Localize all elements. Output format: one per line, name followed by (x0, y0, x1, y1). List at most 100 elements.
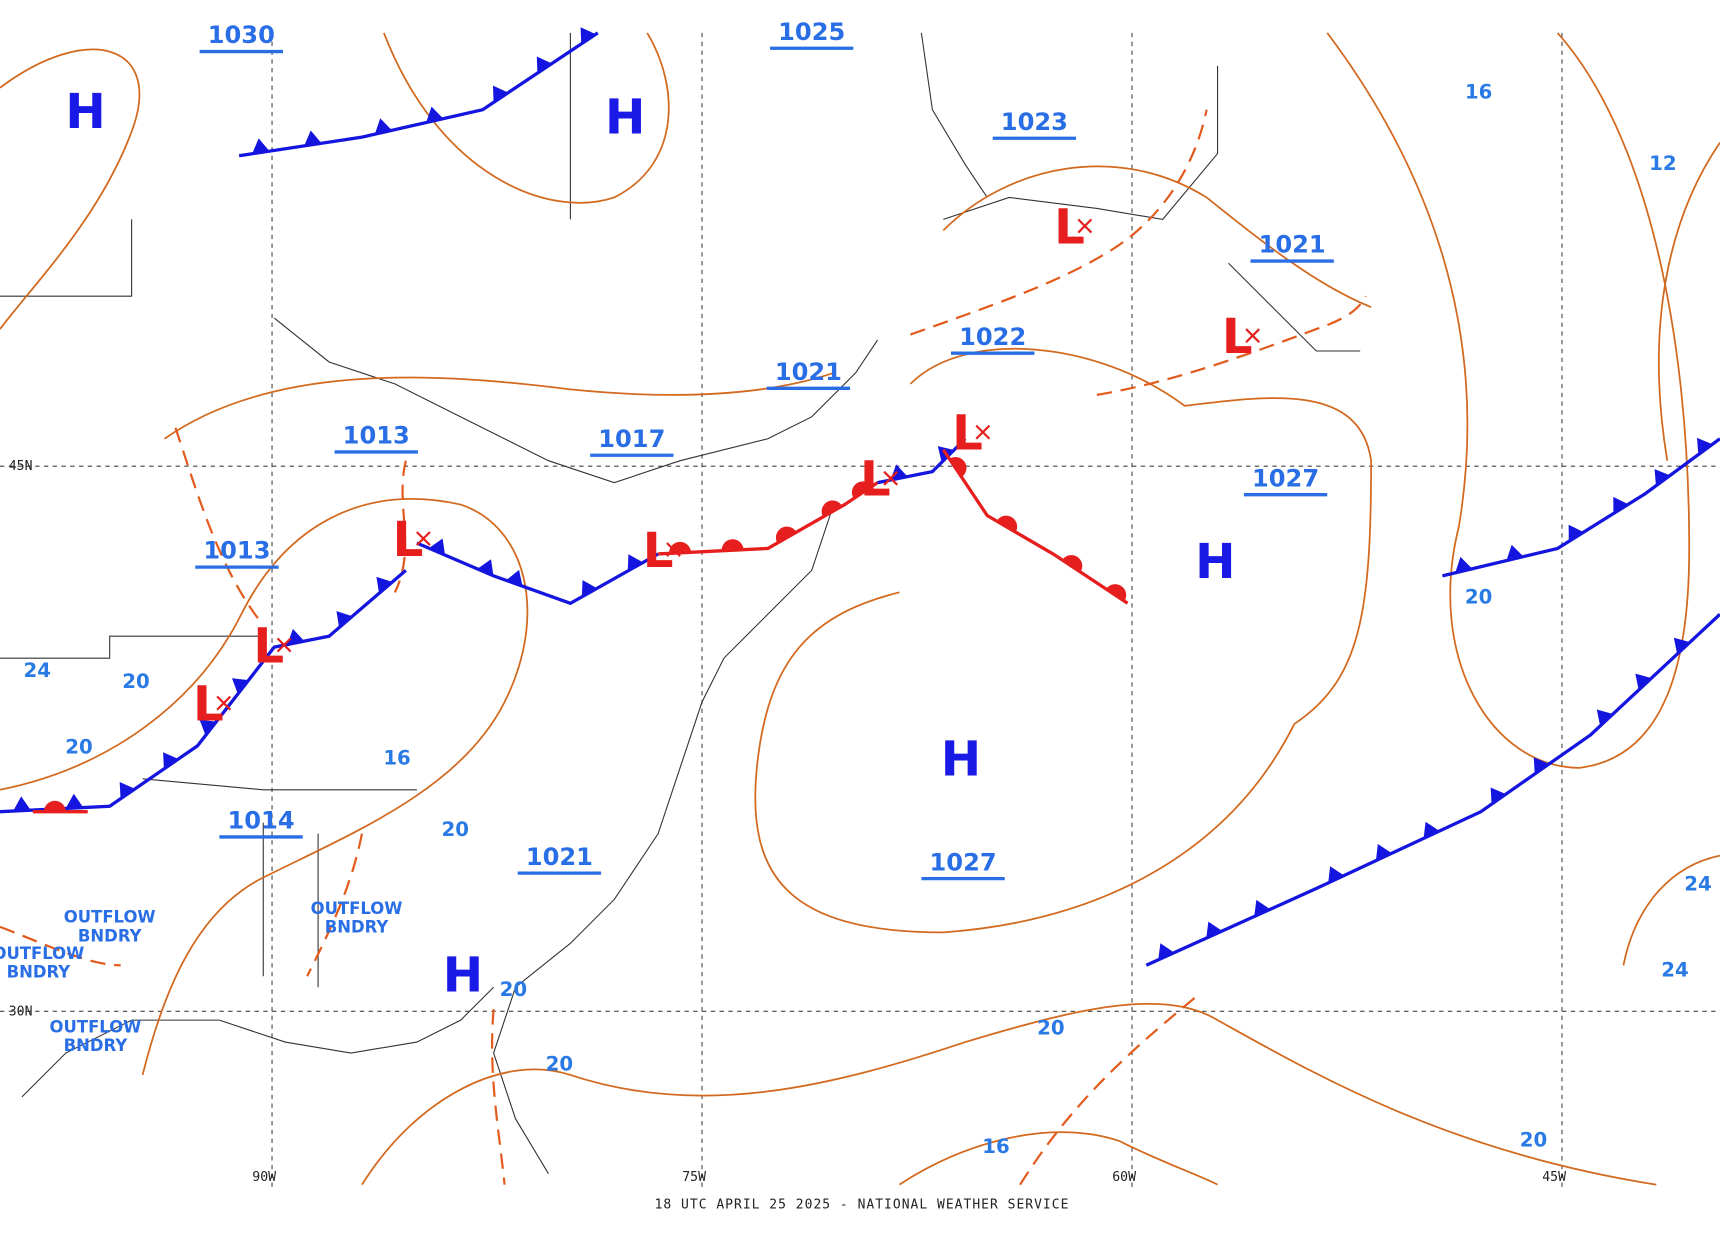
isobar-label: 1025 (778, 18, 845, 46)
graticule (0, 32, 1720, 1187)
front-pip (119, 782, 135, 799)
front-pip (477, 559, 494, 576)
isobar-label: 1030 (208, 21, 275, 49)
low-marker (416, 531, 431, 546)
low-center: L (952, 406, 983, 462)
boundary-label: BNDRY (64, 1036, 129, 1055)
low-center: L (1054, 199, 1085, 255)
front-pip (1635, 673, 1652, 691)
low-center: L (253, 618, 284, 674)
fronts (0, 27, 1720, 967)
cold-front (238, 31, 599, 158)
high-center: H (1195, 534, 1235, 590)
cold-front (1145, 613, 1720, 967)
front-pip (231, 678, 249, 694)
front-pip (821, 500, 843, 517)
front-pip (1062, 555, 1083, 573)
front-pip (1375, 844, 1392, 861)
boundary-label: BNDRY (325, 917, 390, 936)
thickness-label: 16 (383, 747, 410, 770)
thickness-label: 20 (1520, 1128, 1547, 1151)
front-pip (1158, 943, 1175, 960)
front-pip (1490, 787, 1506, 805)
front-pip (1506, 544, 1524, 561)
front-pip (1613, 496, 1629, 514)
thickness-label: 24 (24, 659, 51, 682)
low-center: L (643, 523, 674, 579)
front-pip (1206, 921, 1223, 939)
boundary-label: BNDRY (7, 962, 72, 981)
front-pip (580, 27, 596, 44)
warm-front (941, 448, 1129, 605)
low-center: L (393, 512, 424, 568)
front-pip (996, 515, 1018, 533)
front-pip (336, 611, 353, 628)
high-center: H (443, 947, 483, 1003)
high-center: H (65, 84, 105, 140)
front-pip (1533, 757, 1550, 774)
isobars (0, 32, 1720, 1186)
isobar-label: 1027 (930, 848, 997, 876)
isobar-label: 1021 (1259, 231, 1326, 259)
isobar-label: 1021 (526, 843, 593, 871)
boundary-label: OUTFLOW (64, 908, 156, 927)
thickness-label: 24 (1661, 958, 1688, 981)
boundary-label: BNDRY (78, 926, 143, 945)
front-pip (13, 796, 31, 812)
front-pip (426, 106, 444, 123)
cold-front (877, 437, 967, 485)
cold-front (416, 541, 659, 606)
thickness-label: 20 (500, 978, 527, 1001)
front-pip (1455, 556, 1473, 573)
front-pip (1696, 437, 1713, 455)
isobar-label: 1023 (1001, 108, 1068, 136)
thickness-label: 20 (1037, 1016, 1064, 1039)
thickness-label: 20 (65, 736, 92, 759)
front-pip (506, 569, 523, 587)
low-center: L (1222, 309, 1253, 365)
coastlines (0, 32, 1361, 1174)
low-marker (1245, 328, 1261, 344)
front-pip (536, 56, 552, 74)
front-pip (775, 526, 797, 544)
boundary-label: OUTFLOW (0, 944, 84, 963)
isobar-label: 1013 (203, 537, 270, 565)
low-marker (276, 637, 292, 653)
front-pip (43, 800, 66, 812)
isobar-label: 1017 (598, 425, 665, 453)
front-pip (721, 539, 744, 551)
low-center: L (193, 677, 224, 733)
graticule-label: 45N (9, 459, 33, 474)
low-marker (216, 695, 232, 711)
isobar-label: 1013 (343, 422, 410, 450)
graticule-label: 60W (1112, 1170, 1136, 1185)
isobar-label: 1021 (775, 358, 842, 386)
boundary-label: OUTFLOW (311, 899, 403, 918)
front-pip (851, 481, 872, 499)
front-pip (374, 118, 392, 135)
low-marker (1077, 218, 1093, 234)
thickness-label: 24 (1684, 873, 1711, 896)
isobar-label: 1027 (1252, 464, 1319, 492)
graticule-label: 45W (1542, 1170, 1566, 1185)
low-center: L (860, 452, 891, 508)
thickness-label: 20 (1465, 585, 1492, 608)
front-pip (252, 138, 270, 154)
thickness-label: 16 (1465, 81, 1492, 104)
front-pip (949, 457, 967, 478)
thickness-label: 20 (441, 818, 468, 841)
front-pip (1654, 469, 1671, 486)
low-marker (883, 470, 899, 486)
footer-caption: 18 UTC APRIL 25 2025 - NATIONAL WEATHER … (655, 1198, 1070, 1213)
high-center: H (605, 90, 645, 146)
front-pip (304, 130, 322, 146)
graticule-label: 75W (682, 1170, 706, 1185)
front-pip (890, 464, 908, 481)
graticule-label: 30N (9, 1004, 33, 1019)
front-pip (65, 793, 84, 809)
thickness-label: 16 (982, 1135, 1009, 1158)
